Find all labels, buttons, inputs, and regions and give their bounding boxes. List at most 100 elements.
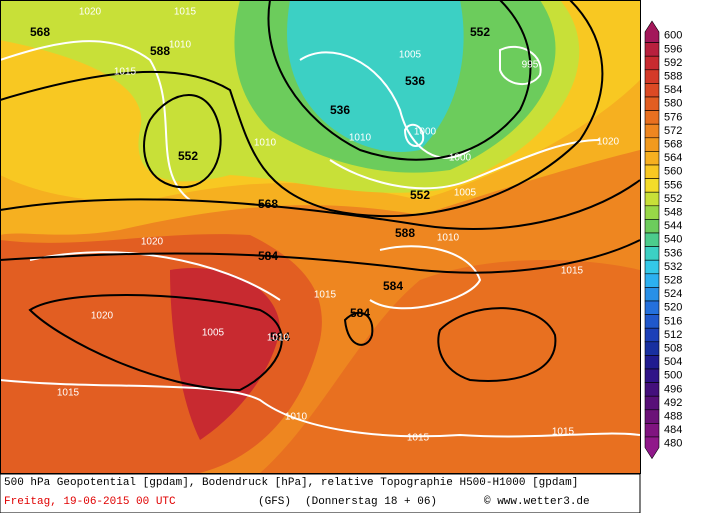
colorbar-cell — [644, 395, 660, 411]
colorbar-label: 508 — [664, 343, 682, 355]
colorbar-label: 520 — [664, 302, 682, 314]
colorbar-label: 516 — [664, 315, 682, 327]
colorbar-label: 548 — [664, 207, 682, 219]
isobar-label: 1015 — [561, 266, 584, 277]
contour-label: 588 — [150, 44, 170, 58]
isobar-label: 1005 — [454, 188, 477, 199]
isobar-label: 1015 — [57, 388, 80, 399]
footer-run: (Donnerstag 18 + 06) — [305, 496, 437, 508]
contour-label: 584 — [258, 249, 278, 263]
geopotential-contours — [0, 0, 641, 392]
colorbar-label: 528 — [664, 275, 682, 287]
isobar-label: 995 — [522, 60, 539, 71]
colorbar-label: 580 — [664, 98, 682, 110]
isobar-label: 1010 — [254, 138, 277, 149]
footer-frame — [0, 473, 641, 513]
isobar-label: 1020 — [79, 7, 102, 18]
field-536 — [287, 0, 464, 152]
contour-label: 588 — [395, 226, 415, 240]
isobar-label: 1020 — [141, 237, 164, 248]
isobar-label: 1020 — [597, 137, 620, 148]
isobar-label: 1010 — [437, 233, 460, 244]
colorbar-label: 496 — [664, 383, 682, 395]
colorbar-cell — [644, 42, 660, 57]
isobar-label: 1015 — [552, 427, 575, 438]
colorbar-cell — [644, 355, 660, 370]
colorbar-label: 480 — [664, 438, 682, 450]
contour-label: 552 — [178, 149, 198, 163]
isobar-label: 1010 — [285, 412, 308, 423]
colorbar-label: 492 — [664, 397, 682, 409]
colorbar-label: 488 — [664, 411, 682, 423]
colorbar-cell — [644, 436, 660, 460]
colorbar-label: 532 — [664, 261, 682, 273]
colorbar-cell — [644, 178, 660, 193]
colorbar-label: 484 — [664, 424, 682, 436]
colorbar-label: 596 — [664, 43, 682, 55]
colorbar-label: 560 — [664, 166, 682, 178]
colorbar-cell — [644, 314, 660, 329]
contour-label: 584 — [350, 306, 370, 320]
isobar-label: 1005 — [399, 50, 422, 61]
colorbar-cell — [644, 96, 660, 111]
contour-label: 584 — [383, 279, 403, 293]
colorbar-label: 564 — [664, 152, 682, 164]
contour-label: 584 — [270, 330, 290, 344]
colorbar-cell — [644, 273, 660, 288]
isobar-label: 1010 — [267, 333, 290, 344]
colorbar-cell — [644, 219, 660, 234]
contour-label: 536 — [405, 74, 425, 88]
colorbar-label: 588 — [664, 71, 682, 83]
colorbar-cell — [644, 246, 660, 261]
colorbar-label: 576 — [664, 111, 682, 123]
colorbar-cell — [644, 83, 660, 98]
map: 568 588 552 536 536 552 552 568 588 584 … — [0, 0, 641, 474]
colorbar-cell — [644, 259, 660, 275]
contour-label: 536 — [330, 103, 350, 117]
colorbar-cell — [644, 205, 660, 220]
colorbar-label: 504 — [664, 356, 682, 368]
colorbar-cell — [644, 137, 660, 152]
colorbar-label: 568 — [664, 139, 682, 151]
contour-label: 568 — [258, 197, 278, 211]
colorbar-cell — [644, 110, 660, 125]
isobar-label: 1010 — [349, 133, 372, 144]
colorbar-cell — [644, 69, 660, 84]
isobar-label: 1010 — [169, 40, 192, 51]
isobar-label: 1000 — [449, 153, 472, 164]
footer-date: Freitag, 19-06-2015 00 UTC — [4, 496, 176, 508]
footer-credit: © www.wetter3.de — [484, 496, 590, 508]
colorbar-cell — [644, 232, 660, 247]
isobar-label: 1000 — [414, 127, 437, 138]
isobar-label: 1005 — [202, 328, 225, 339]
isobars — [0, 40, 641, 438]
footer-description: 500 hPa Geopotential [gpdam], Bodendruck… — [4, 477, 578, 489]
colorbar-cell — [644, 151, 660, 166]
colorbar-cell — [644, 409, 660, 424]
colorbar-cell — [644, 327, 660, 343]
colorbar-label: 536 — [664, 247, 682, 259]
colorbar-cell — [644, 287, 660, 302]
colorbar-cell — [644, 382, 660, 397]
colorbar-label: 512 — [664, 329, 682, 341]
isobar-label: 1015 — [174, 7, 197, 18]
colorbar-cell — [644, 55, 660, 71]
isobar-label: 1015 — [314, 290, 337, 301]
colorbar-label: 524 — [664, 288, 682, 300]
isobar-label: 1015 — [114, 67, 137, 78]
colorbar-label: 540 — [664, 234, 682, 246]
isobar-label: 1015 — [407, 433, 430, 444]
colorbar-label: 584 — [664, 84, 682, 96]
field-576 — [260, 260, 640, 473]
colorbar-label: 556 — [664, 179, 682, 191]
colorbar-cell — [644, 423, 660, 438]
colorbar-cell — [644, 191, 660, 207]
footer-model: (GFS) — [258, 496, 291, 508]
colorbar-label: 592 — [664, 57, 682, 69]
colorbar-cell — [644, 300, 660, 315]
colorbar-cell — [644, 164, 660, 179]
contour-label: 568 — [30, 25, 50, 39]
contour-label: 552 — [410, 188, 430, 202]
contour-label: 552 — [470, 25, 490, 39]
